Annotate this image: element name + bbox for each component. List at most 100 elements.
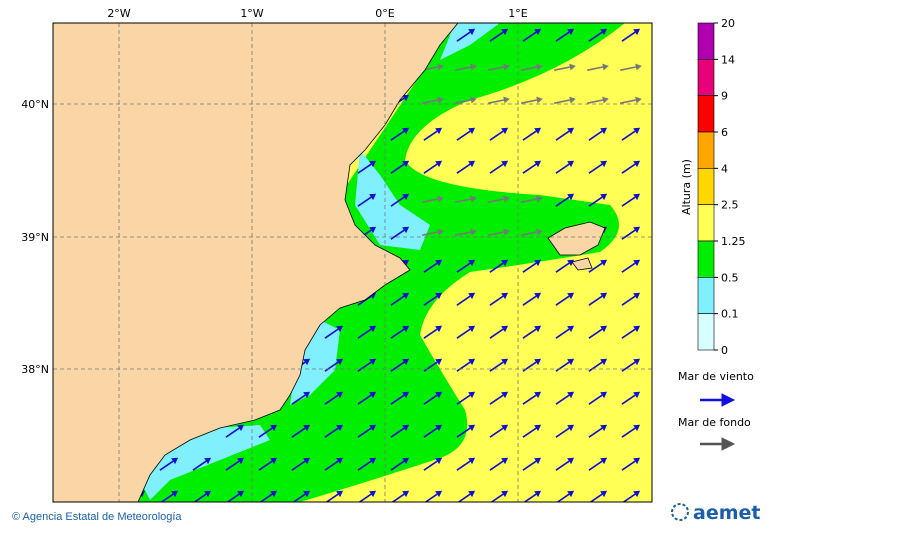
wave-arrow-head <box>567 391 575 399</box>
wave-arrow-head <box>501 292 509 300</box>
wave-arrow <box>423 130 438 141</box>
wave-arrow-head <box>237 424 245 432</box>
wave-arrow-head <box>534 424 542 432</box>
wave-arrow-head <box>402 490 410 498</box>
wave-arrow-head <box>303 490 311 498</box>
wave-arrow-head <box>402 160 410 168</box>
wave-arrow-head <box>536 63 543 71</box>
wave-arrow-head <box>369 193 377 201</box>
wave-arrow <box>357 196 372 207</box>
wave-arrow-head <box>402 127 410 135</box>
wave-arrow-head <box>567 193 575 201</box>
wave-arrow <box>390 130 405 141</box>
wave-arrow <box>521 231 538 236</box>
wave-arrow-head <box>435 127 443 135</box>
wave-arrow <box>555 394 570 405</box>
wave-arrow <box>390 196 405 207</box>
wave-arrow-head <box>633 226 641 234</box>
wave-arrow-head <box>435 325 443 333</box>
wave-arrow-head <box>536 96 543 104</box>
logo: aemet <box>671 502 760 524</box>
wave-arrow-head <box>633 358 641 366</box>
wave-arrow <box>357 394 372 405</box>
wave-arrow <box>357 460 372 471</box>
wave-arrow-head <box>336 325 344 333</box>
wave-arrow <box>588 394 603 405</box>
wave-arrow <box>324 460 339 471</box>
wave-arrow <box>423 163 438 174</box>
wave-arrow <box>423 262 438 273</box>
wave-arrow <box>423 328 438 339</box>
wave-arrow-head <box>501 391 509 399</box>
wave-arrow <box>621 196 636 207</box>
wave-arrow <box>324 427 339 438</box>
wave-arrow <box>357 163 372 174</box>
wave-arrow <box>555 427 570 438</box>
wave-arrow <box>555 361 570 372</box>
wave-arrow <box>621 229 636 240</box>
wave-arrow <box>522 394 537 405</box>
lat-label: 39°N <box>21 231 49 244</box>
wave-arrow-head <box>369 391 377 399</box>
wave-arrow-head <box>237 457 245 465</box>
legend-label: Mar de viento <box>678 370 754 383</box>
wave-arrow-head <box>369 424 377 432</box>
wave-arrow-head <box>600 490 608 498</box>
wave-arrow <box>258 460 273 471</box>
wave-arrow <box>555 130 570 141</box>
wave-arrow-head <box>534 457 542 465</box>
wave-arrow <box>455 66 472 71</box>
wave-arrow <box>555 295 570 306</box>
wave-arrow-head <box>503 195 510 203</box>
wave-arrow <box>522 427 537 438</box>
wave-arrow <box>621 295 636 306</box>
island <box>547 221 606 256</box>
wave-arrow <box>588 295 603 306</box>
island <box>571 257 593 271</box>
wave-arrow-head <box>501 358 509 366</box>
wave-arrow-head <box>237 490 245 498</box>
wave-arrow <box>390 427 405 438</box>
credit: © Agencia Estatal de Meteorología <box>12 511 182 523</box>
wave-arrow <box>456 394 471 405</box>
wave-arrow-head <box>468 424 476 432</box>
wave-arrow <box>489 361 504 372</box>
wave-arrow-head <box>567 160 575 168</box>
colorbar-label: 0.5 <box>721 271 739 284</box>
wave-arrow-head <box>437 228 444 236</box>
wave-arrow-head <box>468 259 476 267</box>
wave-arrow <box>456 427 471 438</box>
colorbar-label: 14 <box>721 53 735 66</box>
wave-arrow <box>422 198 439 203</box>
wave-arrow <box>456 460 471 471</box>
wave-arrow-head <box>336 358 344 366</box>
wave-arrow <box>522 163 537 174</box>
wave-arrow-head <box>204 490 212 498</box>
wave-arrow-head <box>633 127 641 135</box>
wave-arrow-head <box>501 325 509 333</box>
wave-arrow-head <box>402 358 410 366</box>
wave-arrow-head <box>468 490 476 498</box>
wave-arrow-head <box>468 325 476 333</box>
wave-arrow <box>588 31 603 42</box>
wave-arrow <box>390 361 405 372</box>
wave-arrow <box>522 460 537 471</box>
wave-arrow <box>225 427 240 438</box>
wave-arrow <box>489 328 504 339</box>
wave-arrow-head <box>536 228 543 236</box>
wave-arrow <box>456 262 471 273</box>
wave-arrow <box>456 31 471 42</box>
wave-arrow-head <box>567 325 575 333</box>
wave-arrow <box>588 196 603 207</box>
wave-arrow <box>390 229 405 240</box>
wave-arrow-head <box>635 96 642 104</box>
wave-arrow <box>192 460 207 471</box>
wave-arrow-head <box>435 160 443 168</box>
wave-arrow-head <box>369 358 377 366</box>
wave-arrow-head <box>402 391 410 399</box>
wave-arrow <box>587 99 604 104</box>
legend-arrow <box>700 393 736 407</box>
wave-arrow-head <box>600 127 608 135</box>
wave-arrow <box>258 427 273 438</box>
